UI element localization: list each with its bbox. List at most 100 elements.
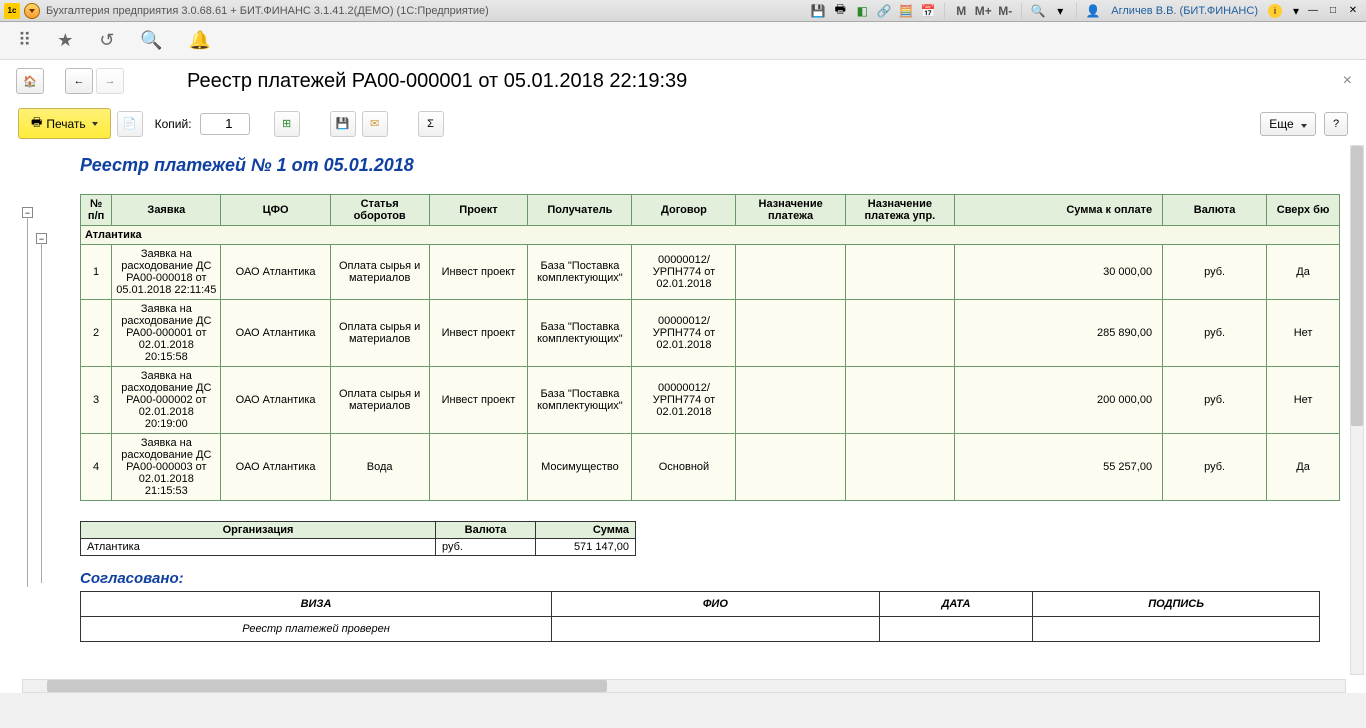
table-cell: Инвест проект (429, 367, 528, 434)
table-cell: Нет (1267, 300, 1340, 367)
approval-date (879, 617, 1033, 642)
minimize-button[interactable]: — (1304, 4, 1322, 18)
summary-row[interactable]: Атлантика руб. 571 147,00 (81, 539, 636, 556)
col-header: № п/п (81, 195, 112, 226)
help-button[interactable]: ? (1324, 112, 1348, 136)
summary-table: Организация Валюта Сумма Атлантика руб. … (80, 521, 636, 556)
history-icon[interactable]: ↺ (99, 30, 114, 51)
table-cell (429, 434, 528, 501)
calc-icon[interactable]: 🧮 (898, 3, 914, 19)
tree-line (27, 217, 28, 587)
col-header: Сверх бю (1267, 195, 1340, 226)
scrollbar-thumb[interactable] (1351, 146, 1363, 426)
col-header: Валюта (1163, 195, 1267, 226)
forward-button[interactable]: → (96, 68, 124, 94)
table-cell: Оплата сырья и материалов (330, 300, 429, 367)
col-header: Назначение платежа (736, 195, 845, 226)
user-icon: 👤 (1085, 3, 1101, 19)
summary-header: Организация (81, 522, 436, 539)
agreed-label: Согласовано: (80, 570, 1354, 587)
more-button[interactable]: Еще (1260, 112, 1316, 136)
table-cell: Нет (1267, 367, 1340, 434)
approval-row[interactable]: Реестр платежей проверен (81, 617, 1320, 642)
col-header: Статья оборотов (330, 195, 429, 226)
table-cell (845, 245, 954, 300)
group-row[interactable]: Атлантика (81, 226, 1340, 245)
dropdown2-icon[interactable]: ▾ (1288, 3, 1304, 19)
approval-fio (552, 617, 880, 642)
table-cell: руб. (1163, 434, 1267, 501)
zoom-icon[interactable]: 🔍 (1030, 3, 1046, 19)
compare-icon[interactable]: ◧ (854, 3, 870, 19)
table-row[interactable]: 2Заявка на расходование ДС РА00-000001 о… (81, 300, 1340, 367)
approval-table: ВИЗА ФИО ДАТА ПОДПИСЬ Реестр платежей пр… (80, 591, 1320, 642)
action-toolbar: 🖶 Печать 📄 Копий: ⊞ 💾 ✉ Σ Еще ? (0, 102, 1366, 145)
table-cell: Оплата сырья и материалов (330, 245, 429, 300)
group-name: Атлантика (81, 226, 1340, 245)
save-icon[interactable]: 💾 (810, 3, 826, 19)
maximize-button[interactable]: □ (1324, 4, 1342, 18)
scrollbar-thumb[interactable] (47, 680, 607, 692)
table-cell: База "Поставка комплектующих" (528, 300, 632, 367)
close-tab-button[interactable]: × (1343, 72, 1352, 90)
table-cell: руб. (1163, 300, 1267, 367)
table-row[interactable]: 4Заявка на расходование ДС РА00-000003 о… (81, 434, 1340, 501)
table-cell: ОАО Атлантика (221, 367, 330, 434)
close-button[interactable]: ✕ (1344, 4, 1362, 18)
home-button[interactable]: 🏠 (16, 68, 44, 94)
table-cell: 55 257,00 (954, 434, 1162, 501)
table-cell: руб. (1163, 245, 1267, 300)
table-cell (736, 434, 845, 501)
main-header: 🏠 ← → Реестр платежей РА00-000001 от 05.… (0, 60, 1366, 102)
col-header: Заявка (112, 195, 221, 226)
apps-icon[interactable]: ⠿ (18, 30, 31, 51)
search-icon[interactable]: 🔍 (140, 30, 162, 51)
table-row[interactable]: 1Заявка на расходование ДС РА00-000018 о… (81, 245, 1340, 300)
link-icon[interactable]: 🔗 (876, 3, 892, 19)
table-cell (845, 367, 954, 434)
table-cell: 00000012/УРПН774 от 02.01.2018 (632, 367, 736, 434)
table-cell: Да (1267, 245, 1340, 300)
table-cell (736, 245, 845, 300)
table-cell: 30 000,00 (954, 245, 1162, 300)
table-cell: 00000012/УРПН774 от 02.01.2018 (632, 245, 736, 300)
print-icon[interactable]: 🖶 (832, 3, 848, 19)
m-icon[interactable]: M (953, 3, 969, 19)
separator (1076, 3, 1077, 19)
sum-button[interactable]: Σ (418, 111, 444, 137)
excel-button[interactable]: ⊞ (274, 111, 300, 137)
table-cell: База "Поставка комплектующих" (528, 367, 632, 434)
m-minus-icon[interactable]: M- (997, 3, 1013, 19)
app-menu-dropdown[interactable] (24, 3, 40, 19)
user-name[interactable]: Агличев В.В. (БИТ.ФИНАНС) (1107, 5, 1262, 17)
table-cell: Мосимущество (528, 434, 632, 501)
back-button[interactable]: ← (65, 68, 93, 94)
table-cell: Да (1267, 434, 1340, 501)
content-inner: Реестр платежей № 1 от 05.01.2018 № п/п … (60, 145, 1366, 693)
vertical-scrollbar[interactable] (1350, 145, 1364, 675)
col-header: Назначение платежа упр. (845, 195, 954, 226)
col-header: Договор (632, 195, 736, 226)
table-row[interactable]: 3Заявка на расходование ДС РА00-000002 о… (81, 367, 1340, 434)
horizontal-scrollbar[interactable] (22, 679, 1346, 693)
calendar-icon[interactable]: 📅 (920, 3, 936, 19)
col-header: Сумма к оплате (954, 195, 1162, 226)
table-cell: База "Поставка комплектующих" (528, 245, 632, 300)
star-icon[interactable]: ★ (57, 30, 73, 51)
report-title: Реестр платежей № 1 от 05.01.2018 (80, 155, 1354, 176)
save-button[interactable]: 💾 (330, 111, 356, 137)
info-icon[interactable]: i (1268, 4, 1282, 18)
col-header: Проект (429, 195, 528, 226)
table-cell: Вода (330, 434, 429, 501)
email-button[interactable]: ✉ (362, 111, 388, 137)
col-header: Получатель (528, 195, 632, 226)
m-plus-icon[interactable]: M+ (975, 3, 991, 19)
dropdown-icon[interactable]: ▾ (1052, 3, 1068, 19)
copies-input[interactable] (200, 113, 250, 135)
table-cell: ОАО Атлантика (221, 434, 330, 501)
col-header: ЦФО (221, 195, 330, 226)
preview-button[interactable]: 📄 (117, 111, 143, 137)
bell-icon[interactable]: 🔔 (189, 30, 211, 51)
approval-header: ФИО (552, 592, 880, 617)
print-button[interactable]: 🖶 Печать (18, 108, 111, 139)
